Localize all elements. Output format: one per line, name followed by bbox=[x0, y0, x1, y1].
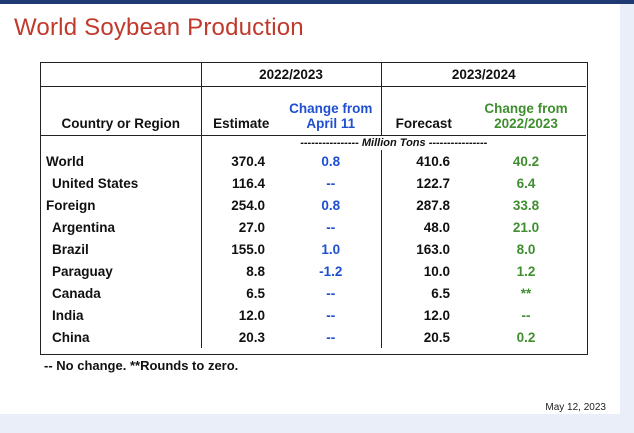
cell-estimate: 254.0 bbox=[200, 194, 281, 216]
cell-country: Argentina bbox=[52, 219, 116, 235]
table-row: United States 116.4 -- 122.7 6.4 bbox=[41, 172, 586, 194]
unit-label: ---------------- Million Tons ----------… bbox=[200, 135, 587, 150]
cell-estimate: 155.0 bbox=[200, 238, 281, 260]
table-row: Paraguay 8.8 -1.2 10.0 1.2 bbox=[41, 260, 586, 282]
footnote: -- No change. **Rounds to zero. bbox=[44, 358, 239, 373]
cell-change-2022: 0.2 bbox=[516, 329, 536, 345]
col-header-forecast: Forecast bbox=[380, 86, 467, 136]
header-spacer bbox=[41, 63, 201, 87]
cell-country: Brazil bbox=[52, 241, 89, 257]
cell-estimate: 12.0 bbox=[200, 304, 281, 326]
page-title: World Soybean Production bbox=[14, 14, 304, 41]
col-header-change-2022-line2: 2022/2023 bbox=[494, 116, 558, 131]
production-table-frame: 2022/2023 2023/2024 Country or Region Es… bbox=[40, 62, 588, 355]
cell-change-2022: 6.4 bbox=[516, 175, 536, 191]
cell-forecast: 410.6 bbox=[380, 150, 467, 172]
cell-country: United States bbox=[52, 175, 139, 191]
group-header-2022-2023: 2022/2023 bbox=[200, 63, 382, 87]
col-header-change-april-line2: April 11 bbox=[306, 116, 356, 131]
cell-estimate: 8.8 bbox=[200, 260, 281, 282]
cell-change-2022: 8.0 bbox=[516, 241, 536, 257]
cell-forecast: 122.7 bbox=[380, 172, 467, 194]
cell-country: Canada bbox=[52, 285, 101, 301]
cell-change-2022: ** bbox=[520, 285, 532, 301]
cell-forecast: 6.5 bbox=[380, 282, 467, 304]
cell-forecast: 163.0 bbox=[380, 238, 467, 260]
cell-country: China bbox=[52, 329, 90, 345]
cell-estimate: 27.0 bbox=[200, 216, 281, 238]
col-header-change-2022: Change from 2022/2023 bbox=[466, 87, 586, 136]
table-row: Argentina 27.0 -- 48.0 21.0 bbox=[41, 216, 586, 238]
cell-country: World bbox=[46, 153, 84, 169]
cell-change-april: -- bbox=[326, 219, 336, 235]
cell-change-2022: 33.8 bbox=[512, 197, 540, 213]
cell-forecast: 12.0 bbox=[380, 304, 467, 326]
cell-change-april: -- bbox=[326, 175, 336, 191]
cell-estimate: 20.3 bbox=[200, 326, 281, 348]
table-row: Canada 6.5 -- 6.5 ** bbox=[41, 282, 586, 304]
cell-change-2022: 40.2 bbox=[512, 153, 540, 169]
cell-country: India bbox=[52, 307, 84, 323]
cell-change-2022: 1.2 bbox=[516, 263, 536, 279]
cell-forecast: 20.5 bbox=[380, 326, 467, 348]
cell-country: Paraguay bbox=[52, 263, 113, 279]
cell-change-april: -- bbox=[326, 285, 336, 301]
col-header-change-april: Change from April 11 bbox=[281, 87, 381, 136]
cell-change-2022: -- bbox=[521, 307, 531, 323]
cell-estimate: 116.4 bbox=[200, 172, 281, 194]
col-header-country: Country or Region bbox=[61, 116, 181, 131]
col-header-change-2022-line1: Change from bbox=[484, 101, 568, 116]
cell-change-april: -- bbox=[326, 307, 336, 323]
cell-change-april: -- bbox=[326, 329, 336, 345]
cell-estimate: 6.5 bbox=[200, 282, 281, 304]
cell-change-april: 0.8 bbox=[321, 153, 341, 169]
cell-estimate: 370.4 bbox=[200, 150, 281, 172]
top-accent-bar bbox=[0, 0, 634, 4]
table-row: Brazil 155.0 1.0 163.0 8.0 bbox=[41, 238, 586, 260]
group-header-2023-2024: 2023/2024 bbox=[380, 63, 587, 87]
table-row: World 370.4 0.8 410.6 40.2 bbox=[41, 150, 586, 172]
cell-change-april: -1.2 bbox=[319, 263, 343, 279]
date-label: May 12, 2023 bbox=[545, 402, 606, 413]
cell-forecast: 10.0 bbox=[380, 260, 467, 282]
table-row: China 20.3 -- 20.5 0.2 bbox=[41, 326, 586, 348]
cell-forecast: 48.0 bbox=[380, 216, 467, 238]
col-header-estimate: Estimate bbox=[200, 86, 281, 136]
cell-country: Foreign bbox=[46, 197, 96, 213]
cell-forecast: 287.8 bbox=[380, 194, 467, 216]
cell-change-2022: 21.0 bbox=[512, 219, 540, 235]
production-table: 2022/2023 2023/2024 Country or Region Es… bbox=[41, 63, 587, 348]
cell-change-april: 1.0 bbox=[321, 241, 341, 257]
unit-spacer bbox=[41, 135, 201, 150]
col-header-change-april-line1: Change from bbox=[289, 101, 373, 116]
table-row: India 12.0 -- 12.0 -- bbox=[41, 304, 586, 326]
slide: World Soybean Production 2022/2023 2023/… bbox=[0, 4, 620, 414]
table-row: Foreign 254.0 0.8 287.8 33.8 bbox=[41, 194, 586, 216]
cell-change-april: 0.8 bbox=[321, 197, 341, 213]
